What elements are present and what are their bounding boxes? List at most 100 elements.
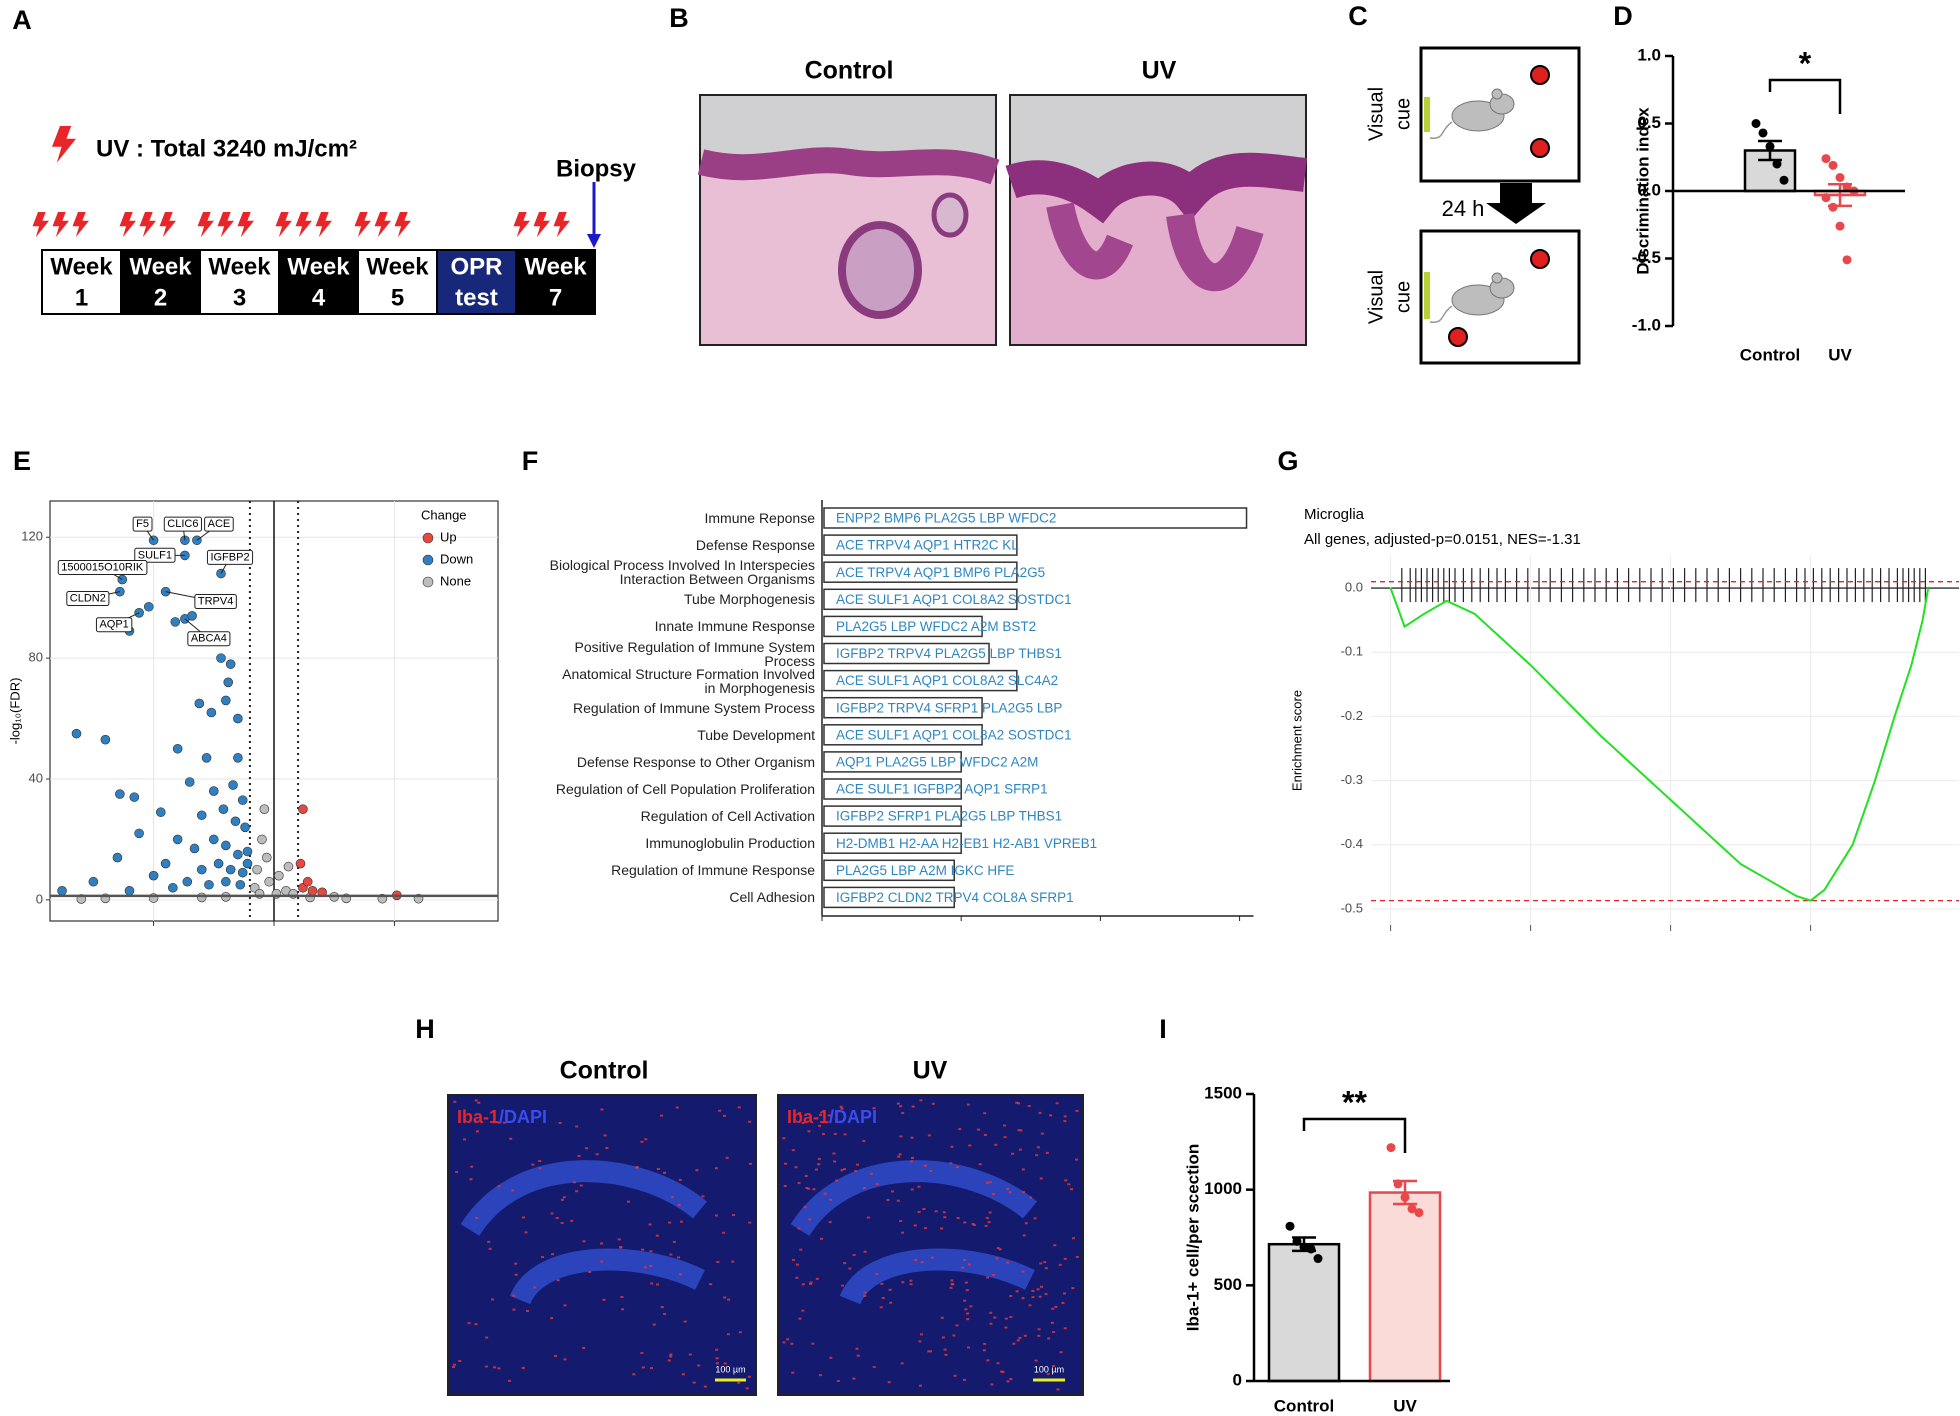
cell-signal bbox=[784, 1162, 788, 1165]
bar bbox=[823, 615, 983, 638]
cell-signal bbox=[582, 1240, 586, 1243]
schedule-label: 4 bbox=[312, 284, 326, 311]
cell-signal bbox=[811, 1342, 815, 1345]
cell-signal bbox=[1027, 1104, 1031, 1107]
cell-signal bbox=[453, 1100, 457, 1103]
cell-signal bbox=[1021, 1191, 1025, 1194]
schedule-label: Week bbox=[50, 253, 113, 280]
cell-signal bbox=[982, 1349, 986, 1352]
cell-signal bbox=[722, 1231, 726, 1234]
y-axis-label: Enrichment score bbox=[1289, 690, 1304, 791]
gene-list: ACE SULF1 AQP1 COL8A2 SOSTDC1 bbox=[836, 592, 1072, 607]
cell-signal bbox=[983, 1112, 987, 1115]
cue-label: Visual bbox=[1365, 87, 1387, 141]
image-title: UV bbox=[913, 1057, 948, 1085]
cell-signal bbox=[603, 1134, 607, 1137]
cell-signal bbox=[677, 1204, 681, 1207]
cell-signal bbox=[1072, 1237, 1076, 1240]
y-tick-label: 0 bbox=[1233, 1370, 1242, 1389]
bar bbox=[823, 724, 983, 746]
cell-signal bbox=[896, 1199, 900, 1202]
y-tick-label: -0.3 bbox=[1341, 772, 1363, 787]
data-point bbox=[1292, 1236, 1302, 1246]
bar bbox=[823, 669, 1018, 692]
significance-bracket bbox=[1302, 1117, 1407, 1153]
data-point bbox=[240, 822, 250, 833]
cell-signal bbox=[808, 1282, 812, 1285]
cell-signal bbox=[790, 1342, 794, 1345]
y-tick-label: -0.1 bbox=[1341, 644, 1363, 659]
panel-label: E bbox=[13, 446, 31, 476]
cell-signal bbox=[998, 1248, 1002, 1251]
cell-signal bbox=[969, 1305, 973, 1308]
cell-signal bbox=[814, 1168, 818, 1171]
cell-signal bbox=[963, 1258, 967, 1261]
cell-signal bbox=[1063, 1257, 1067, 1260]
data-point bbox=[143, 601, 154, 612]
uv-icon bbox=[217, 212, 234, 238]
cell-signal bbox=[886, 1198, 890, 1201]
data-point bbox=[112, 852, 123, 863]
cell-signal bbox=[477, 1101, 481, 1104]
histology-uv bbox=[1005, 94, 1307, 346]
data-point bbox=[235, 879, 246, 890]
cell-signal bbox=[649, 1264, 653, 1267]
data-point bbox=[1765, 141, 1775, 151]
cell-signal bbox=[1037, 1334, 1041, 1337]
label-box bbox=[163, 516, 202, 532]
cell-signal bbox=[640, 1140, 644, 1143]
y-tick-label: 0.5 bbox=[1637, 113, 1661, 132]
data-point bbox=[237, 795, 248, 805]
cell-signal bbox=[919, 1099, 923, 1102]
cell-signal bbox=[588, 1270, 592, 1273]
data-point bbox=[1285, 1221, 1295, 1231]
bar bbox=[823, 696, 983, 719]
cell-signal bbox=[714, 1167, 718, 1170]
cell-signal bbox=[600, 1242, 604, 1245]
y-tick-label: -0.5 bbox=[1632, 248, 1661, 267]
cell-signal bbox=[1006, 1188, 1010, 1191]
cell-signal bbox=[703, 1385, 707, 1388]
cell-signal bbox=[701, 1195, 705, 1198]
term-label: Regulation of Cell Activation bbox=[640, 808, 815, 825]
cell-signal bbox=[1062, 1292, 1066, 1295]
cell-signal bbox=[669, 1253, 673, 1256]
gene-list: ACE SULF1 AQP1 COL8A2 SLC4A2 bbox=[836, 673, 1058, 688]
cell-signal bbox=[929, 1350, 933, 1353]
legend-label: Up bbox=[440, 529, 457, 544]
cell-signal bbox=[660, 1306, 664, 1309]
scale-bar-label: 100 µm bbox=[715, 1364, 745, 1374]
uv-icon bbox=[197, 212, 214, 238]
data-point bbox=[1751, 119, 1761, 128]
cell-signal bbox=[474, 1099, 478, 1102]
cell-signal bbox=[795, 1276, 799, 1279]
cell-signal bbox=[986, 1276, 990, 1279]
term-label: Biological Process Involved In Interspec… bbox=[549, 557, 815, 588]
legend-title: Change bbox=[421, 507, 467, 522]
cell-signal bbox=[963, 1221, 967, 1224]
gene-list: IGFBP2 TRPV4 SFRP1 PLA2G5 LBP bbox=[836, 700, 1062, 715]
cell-signal bbox=[961, 1266, 965, 1269]
data-point bbox=[1842, 255, 1852, 265]
cell-signal bbox=[783, 1185, 787, 1188]
data-point bbox=[1386, 1143, 1396, 1153]
cell-signal bbox=[1004, 1317, 1008, 1320]
cell-signal bbox=[840, 1107, 844, 1110]
data-point bbox=[1821, 193, 1831, 203]
cell-signal bbox=[731, 1260, 735, 1263]
gene-list: PLA2G5 LBP A2M IGKC HFE bbox=[836, 863, 1014, 878]
cell-signal bbox=[1044, 1267, 1048, 1270]
cell-signal bbox=[880, 1282, 884, 1285]
cell-signal bbox=[511, 1189, 515, 1192]
schedule-label: test bbox=[455, 284, 498, 311]
stain-dapi: /DAPI bbox=[499, 1107, 547, 1127]
cell-signal bbox=[1035, 1154, 1039, 1157]
gene-list: ACE SULF1 IGFBP2 AQP1 SFRP1 bbox=[836, 782, 1048, 797]
cue-label: cue bbox=[1392, 281, 1414, 313]
x-tick-label: Control bbox=[1740, 345, 1800, 364]
data-point bbox=[1828, 202, 1838, 212]
y-axis-label: -log₁₀(FDR) bbox=[7, 678, 22, 745]
stain-label: Iba-1/DAPI bbox=[457, 1107, 547, 1127]
cell-signal bbox=[1053, 1244, 1057, 1247]
y-tick-label: -0.5 bbox=[1341, 900, 1363, 915]
